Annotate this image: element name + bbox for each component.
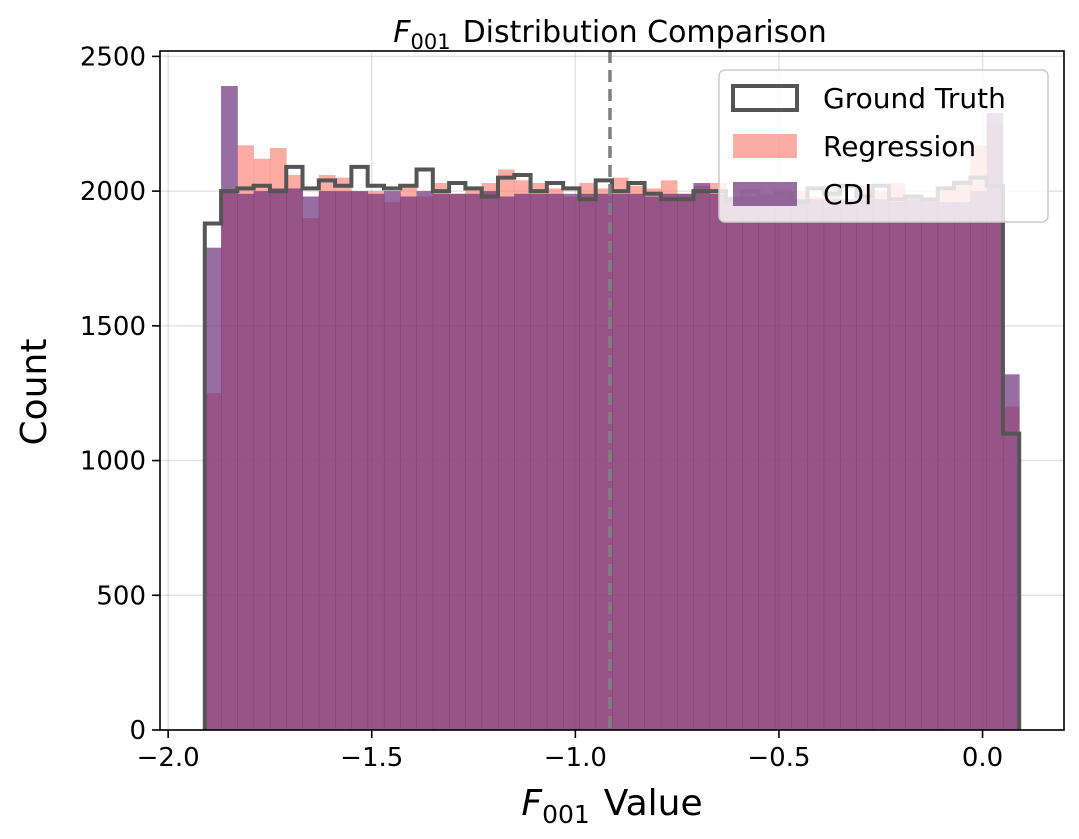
cdi-bar-13 [416, 191, 434, 730]
cdi-bar-27 [644, 196, 662, 730]
legend-swatch-cdi [733, 182, 797, 206]
y-tick-label-3: 1500 [80, 312, 146, 342]
plot-frame [159, 50, 1065, 731]
cdi-bar-21 [546, 193, 564, 730]
cdi-bar-37 [807, 199, 825, 730]
cdi-bar-15 [449, 193, 466, 730]
cdi-bar-19 [514, 193, 531, 730]
cdi-bar-32 [726, 196, 743, 730]
title-subscript: 001 [410, 30, 450, 54]
cdi-bar-1 [221, 86, 238, 730]
x-tick-label-4: 0.0 [962, 743, 1003, 773]
cdi-bar-0 [204, 247, 222, 730]
y-tick-label-0: 0 [129, 716, 146, 746]
cdi-bar-8 [335, 191, 352, 730]
cdi-bar-47 [970, 191, 988, 730]
cdi-bar-45 [937, 201, 955, 730]
chart-title: F001 Distribution Comparison [393, 15, 827, 54]
title-symbol: F [393, 15, 411, 50]
legend-swatch-ground-truth [731, 84, 799, 112]
x-tick-label-1: −1.5 [340, 743, 403, 773]
cdi-bar-5 [286, 188, 303, 730]
x-tick-label-2: −1.0 [544, 743, 607, 773]
y-tick-label-4: 2000 [80, 177, 146, 207]
xlabel-subscript: 001 [542, 800, 590, 829]
cdi-bar-34 [758, 196, 776, 730]
cdi-bar-26 [628, 193, 645, 730]
legend-swatch-regression [733, 134, 797, 158]
title-text: Distribution Comparison [463, 15, 827, 50]
cdi-bar-12 [400, 196, 417, 730]
cdi-bar-29 [677, 193, 694, 730]
cdi-bar-22 [563, 193, 580, 730]
cdi-bar-30 [693, 183, 711, 730]
x-tick-label-3: −0.5 [747, 743, 810, 773]
cdi-bar-33 [742, 196, 759, 730]
x-tick-label-0: −2.0 [137, 743, 200, 773]
cdi-bar-41 [872, 199, 890, 730]
cdi-bar-20 [530, 193, 548, 730]
cdi-bar-28 [660, 193, 678, 730]
y-axis-label: Count [14, 339, 55, 446]
y-tick-label-1: 500 [96, 581, 146, 611]
cdi-bar-2 [237, 193, 255, 730]
cdi-bar-25 [612, 193, 629, 730]
cdi-bar-44 [921, 199, 939, 730]
y-tick-label-5: 2500 [80, 42, 146, 72]
cdi-bar-39 [840, 199, 857, 730]
cdi-bar-9 [351, 191, 369, 730]
legend-label-cdi: CDI [823, 178, 872, 211]
cdi-bar-40 [856, 199, 874, 730]
cdi-bar-36 [791, 199, 808, 730]
xlabel-text: Value [604, 783, 703, 824]
cdi-bar-4 [269, 188, 287, 730]
cdi-bar-31 [709, 193, 727, 730]
y-tick-label-2: 1000 [80, 447, 146, 477]
legend-label-ground-truth: Ground Truth [823, 82, 1006, 115]
cdi-bar-35 [774, 196, 792, 730]
histogram-bars [204, 86, 1020, 730]
legend-label-regression: Regression [823, 130, 976, 163]
cdi-bar-18 [497, 196, 515, 730]
cdi-bar-3 [253, 191, 271, 730]
cdi-bar-6 [302, 196, 320, 730]
cdi-bar-48 [986, 112, 1004, 730]
cdi-bar-16 [465, 193, 483, 730]
cdi-bar-17 [481, 191, 499, 730]
cdi-bar-43 [905, 199, 922, 730]
legend-box [718, 69, 1049, 223]
cdi-bar-46 [954, 201, 971, 730]
axis-ticks: −2.0 −1.5 −1.0 −0.5 0.0 0 500 1000 1500 2000 2500 [80, 42, 1003, 773]
legend: Ground Truth Regression CDI [718, 69, 1049, 223]
xlabel-symbol: F [521, 783, 543, 824]
cdi-bar-49 [1002, 374, 1020, 730]
cdi-bar-7 [318, 191, 336, 730]
cdi-bar-38 [823, 199, 841, 730]
cdi-bar-14 [432, 193, 450, 730]
x-axis-label: F001 Value [521, 783, 702, 829]
cdi-bar-23 [579, 193, 597, 730]
cdi-bar-10 [367, 193, 385, 730]
cdi-bar-42 [888, 201, 906, 730]
cdi-bar-11 [383, 191, 401, 730]
